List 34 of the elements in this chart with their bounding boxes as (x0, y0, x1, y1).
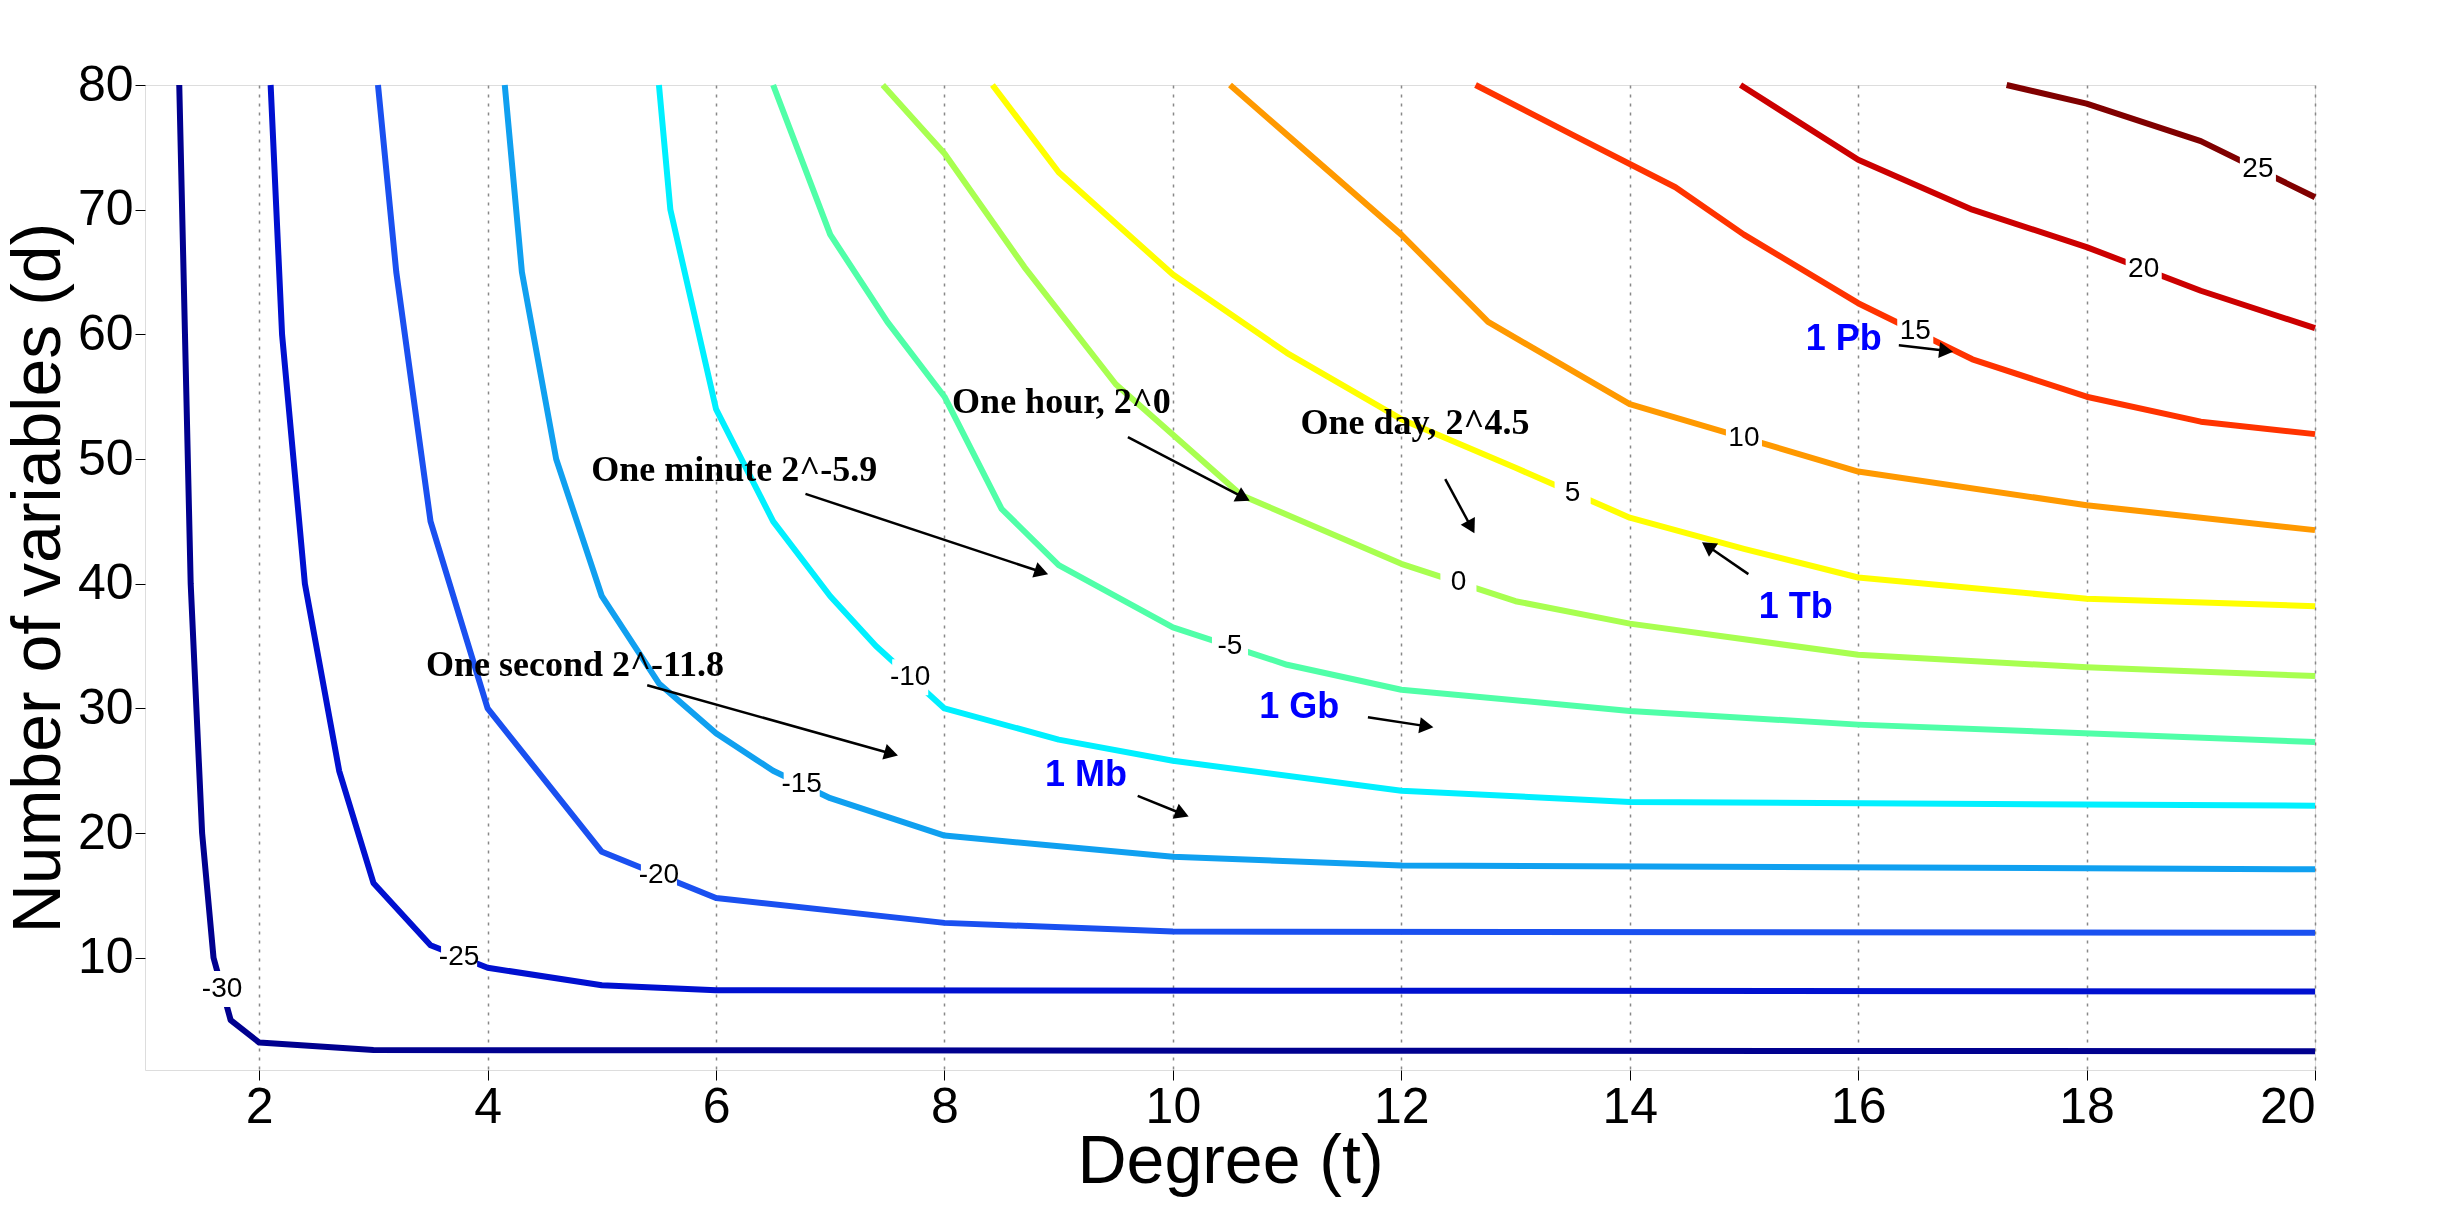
series-label: -20 (638, 857, 680, 889)
annotation: 1 Mb (1044, 753, 1128, 794)
series-label: -10 (889, 660, 931, 692)
annotation: 1 Gb (1259, 684, 1340, 726)
y-tick-label: 10 (77, 928, 134, 985)
y-tick-label: 70 (77, 180, 134, 237)
y-tick-label: 40 (77, 554, 134, 611)
series-label: -5 (1217, 629, 1243, 661)
x-tick-label: 14 (1602, 1077, 1659, 1134)
series-label: 15 (1899, 314, 1931, 346)
series-label: -30 (201, 971, 243, 1003)
series-label: 20 (2128, 251, 2160, 283)
y-tick-label: 60 (77, 304, 134, 361)
y-axis-title: Number of variables (d) (0, 222, 74, 934)
series-label: 25 (2242, 152, 2274, 184)
series-label: 10 (1728, 420, 1760, 452)
y-tick-label: 30 (77, 678, 134, 735)
y-tick-label: 50 (77, 429, 134, 486)
x-tick-label: 18 (2059, 1077, 2115, 1134)
x-tick-label: 12 (1374, 1077, 1430, 1134)
series-label: 5 (1564, 475, 1581, 507)
annotation: 1 Pb (1805, 316, 1882, 358)
y-tick-label: 80 (77, 55, 134, 112)
x-tick-label: 20 (2259, 1077, 2316, 1134)
x-tick-label: 4 (474, 1077, 503, 1134)
x-tick-label: 6 (702, 1077, 731, 1134)
series-label: -15 (781, 767, 822, 799)
y-tick-label: 20 (77, 803, 134, 860)
x-tick-label: 8 (931, 1077, 959, 1134)
annotation: 1 Tb (1758, 584, 1833, 626)
series-label: -25 (438, 939, 480, 971)
x-tick-label: 2 (245, 1077, 274, 1134)
x-tick-label: 16 (1830, 1077, 1887, 1134)
legend-label: 0 (1450, 565, 1467, 597)
